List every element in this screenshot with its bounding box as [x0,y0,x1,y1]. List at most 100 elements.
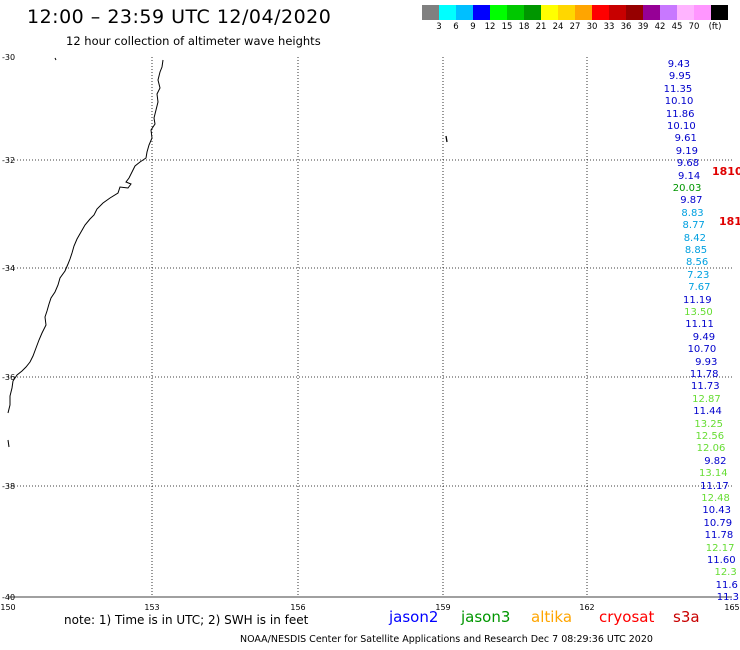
longitude-tick-label: 150 [0,603,15,610]
color-swatch [507,5,524,20]
swh-value-label: 13.25 [694,418,724,430]
swh-value-label: 9.95 [668,71,692,83]
swh-value-label: 9.82 [704,455,727,467]
swh-value-label: 11.11 [685,319,714,331]
swh-value-label: 10.70 [687,344,717,356]
color-swatch [558,5,575,20]
swh-value-label: 9.19 [675,145,698,157]
color-scale-label: 39 [637,22,649,32]
footer-credit: NOAA/NESDIS Center for Satellite Applica… [240,634,653,645]
color-scale-label: 6 [453,22,459,32]
swh-value-label: 7.23 [687,269,710,281]
color-scale-label: 9 [470,22,476,32]
color-scale-label: 30 [586,22,598,32]
swh-value-label: 10.43 [702,505,732,517]
cut-off-value-label: 1810 [712,165,740,178]
swh-value-label: 11.3 [716,592,739,604]
swh-value-label: 13.50 [684,307,713,318]
swh-value-label: 8.77 [682,220,705,232]
swh-value-label: 12.3 [714,567,737,579]
satellite-legend-entry: cryosat [599,608,655,626]
longitude-tick-label: 162 [579,603,594,610]
swh-value-label: 11.17 [700,480,729,492]
swh-value-label: 9.68 [676,158,700,170]
swh-value-label: 11.19 [683,294,712,306]
swh-value-label: 9.14 [677,170,701,182]
color-swatch [694,5,711,20]
color-swatch [422,5,439,20]
color-swatch [609,5,626,20]
coastline-fragment [7,439,10,448]
swh-value-label: 11.86 [665,108,695,120]
swh-value-label: 9.93 [695,356,718,368]
color-swatch [660,5,677,20]
swh-value-label: 12.17 [705,542,735,554]
swh-value-label: 10.79 [703,517,733,529]
color-scale-label: 12 [484,22,496,32]
color-scale-label: 15 [501,22,513,32]
satellite-legend-entry: s3a [673,608,700,626]
map-subtitle: 12 hour collection of altimeter wave hei… [66,34,321,48]
color-scale-label: 24 [552,22,564,32]
map-title: 12:00 – 23:59 UTC 12/04/2020 [27,6,332,28]
longitude-tick-label: 159 [435,603,450,610]
swh-value-label: 10.10 [664,96,694,108]
swh-value-label: 12.06 [696,443,726,455]
swh-value-label: 11.35 [663,83,693,95]
color-swatch [490,5,507,20]
swh-value-label: 8.42 [683,232,706,244]
swh-value-label: 13.14 [698,468,728,480]
swh-value-label: 8.56 [685,257,709,269]
swh-value-label: 7.67 [688,282,711,294]
latitude-tick-label: -30 [2,53,15,62]
color-scale-label: 36 [620,22,632,32]
latitude-tick-label: -32 [2,156,15,165]
graticule [8,57,732,597]
color-scale-label: 18 [518,22,530,32]
swh-value-label: 11.78 [704,530,734,542]
color-swatch [473,5,490,20]
longitude-tick-label: 165 [724,603,739,610]
color-scale-label: 33 [603,22,615,32]
color-scale-label: (ft) [708,22,722,32]
color-scale-label: 45 [671,22,683,32]
latitude-tick-label: -36 [2,373,15,382]
color-swatch [626,5,643,20]
color-scale-labels: 3 6 9 12 15 18 21 24 27 30 33 36 39 42 45 70 (ft) [422,22,740,34]
swh-value-label: 9.43 [667,59,690,70]
color-scale-bar [422,5,728,20]
swh-value-label: 12.48 [701,493,730,504]
longitude-tick-label: 153 [144,603,159,610]
color-swatch [524,5,541,20]
footer-note: note: 1) Time is in UTC; 2) SWH is in fe… [64,613,309,627]
color-scale-label: 70 [688,22,700,32]
color-swatch [677,5,694,20]
color-swatch [575,5,592,20]
satellite-legend-entry: jason2 [389,608,439,626]
island [54,57,57,61]
swh-value-label: 11.78 [689,369,719,380]
coastline [7,59,164,414]
latitude-tick-label: -38 [2,482,15,491]
swh-value-label: 12.87 [692,393,721,405]
swh-value-label: 11.60 [706,555,736,566]
swh-value-label: 11.6 [715,579,738,591]
swh-value-label: 12.56 [695,431,725,442]
color-scale-label: 3 [436,22,442,32]
color-swatch [439,5,456,20]
satellite-legend-entry: jason3 [461,608,511,626]
color-swatch [541,5,558,20]
swh-value-label: 10.10 [667,121,696,132]
color-scale-label: 42 [654,22,666,32]
island [445,135,448,143]
satellite-legend-entry: altika [531,608,573,626]
color-scale-label: 21 [535,22,547,32]
latitude-tick-label: -34 [2,264,15,273]
swh-value-label: 11.44 [693,406,722,418]
swh-value-label: 8.85 [684,245,708,256]
swh-value-label: 9.49 [692,331,716,343]
swh-value-label: 8.83 [681,207,704,219]
cut-off-value-label: 181 [719,215,740,228]
